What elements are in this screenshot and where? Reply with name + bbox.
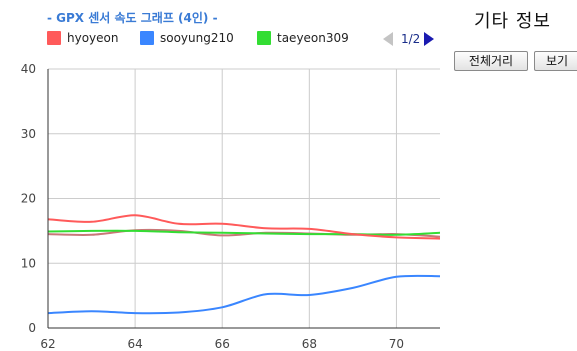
legend-item-hyoyeon[interactable]: hyoyeon	[47, 31, 118, 45]
legend-swatch-sooyung210	[140, 31, 154, 45]
series-line-hyoyeon	[47, 214, 441, 240]
legend-swatch-hyoyeon	[47, 31, 61, 45]
legend-swatch-taeyeon309	[257, 31, 271, 45]
view-button[interactable]: 보기	[534, 51, 577, 71]
x-tick-label: 70	[389, 337, 404, 351]
legend-item-taeyeon309[interactable]: taeyeon309	[257, 31, 349, 45]
legend-label-sooyung210: sooyung210	[160, 31, 234, 45]
series-layer	[47, 214, 441, 315]
x-tick-label: 62	[40, 337, 55, 351]
y-tick-label: 10	[21, 256, 36, 270]
grid-layer	[47, 68, 440, 328]
y-tick-label: 40	[21, 62, 36, 76]
y-tick-label: 0	[28, 321, 36, 335]
x-tick-label: 64	[127, 337, 142, 351]
legend-label-hyoyeon: hyoyeon	[67, 31, 119, 45]
y-tick-label: 20	[21, 192, 36, 206]
legend-item-sooyung210[interactable]: sooyung210	[140, 31, 234, 45]
chart-title: - GPX 센서 속도 그래프 (4인) -	[47, 11, 218, 25]
axis-layer: 0 10 20 30 40 62 64 66 68 70	[21, 62, 440, 351]
legend-label-taeyeon309: taeyeon309	[277, 31, 349, 45]
total-distance-button[interactable]: 전체거리	[454, 51, 528, 71]
x-tick-label: 68	[302, 337, 317, 351]
legend-pager: 1/2	[383, 31, 435, 47]
series-line-sooyung210	[47, 274, 441, 315]
side-panel-title: 기타 정보	[474, 11, 551, 32]
x-tick-label: 66	[215, 337, 230, 351]
series-line-taeyeon309	[47, 229, 441, 236]
y-tick-label: 30	[21, 127, 36, 141]
legend-page-indicator: 1/2	[401, 32, 421, 46]
next-page-icon[interactable]	[424, 32, 435, 46]
prev-page-icon[interactable]	[383, 32, 393, 46]
